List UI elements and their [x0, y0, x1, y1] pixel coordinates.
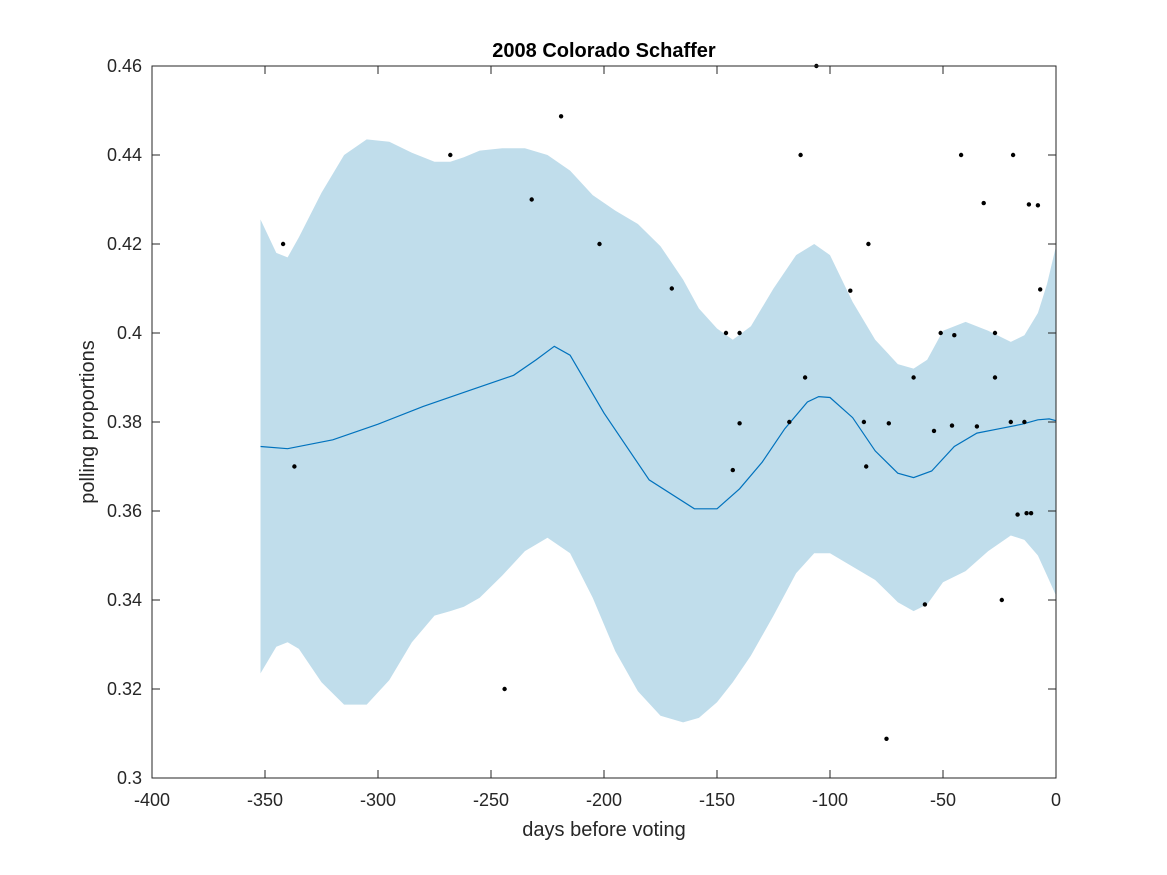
y-axis-label: polling proportions — [77, 340, 99, 503]
poll-point — [848, 288, 853, 293]
poll-point — [529, 197, 534, 202]
chart-title: 2008 Colorado Schaffer — [492, 40, 716, 62]
y-axis-ticks: 0.3 0.32 0.34 0.36 0.38 0.4 0.42 0.44 0.46 — [107, 56, 1056, 788]
poll-point — [787, 419, 792, 425]
poll-point — [922, 602, 928, 607]
poll-point — [864, 464, 869, 469]
poll-point — [1026, 202, 1032, 207]
x-tick-label: -50 — [930, 790, 956, 810]
poll-point — [992, 375, 998, 380]
poll-point — [798, 152, 803, 158]
y-tick-label: 0.46 — [107, 56, 142, 76]
x-axis-ticks: -400 -350 -300 -250 -200 -150 -100 -50 0 — [134, 66, 1061, 810]
poll-point — [911, 375, 916, 380]
poll-point — [502, 686, 507, 692]
poll-points — [280, 63, 1043, 741]
x-tick-label: -150 — [699, 790, 735, 810]
poll-point — [992, 330, 998, 336]
x-axis-label: days before voting — [522, 819, 685, 841]
poll-point — [1024, 511, 1029, 516]
poll-point — [280, 241, 286, 247]
poll-point — [448, 152, 453, 158]
poll-point — [999, 597, 1004, 603]
x-tick-label: 0 — [1051, 790, 1061, 810]
poll-point — [1022, 419, 1027, 425]
y-tick-label: 0.4 — [117, 323, 142, 343]
poll-point — [292, 464, 297, 469]
x-tick-label: -100 — [812, 790, 848, 810]
poll-point — [1015, 512, 1020, 517]
poll-point — [1008, 419, 1013, 425]
poll-point — [723, 330, 729, 336]
poll-point — [1010, 152, 1016, 158]
poll-point — [981, 200, 986, 206]
confidence-band — [260, 139, 1056, 723]
poll-point — [931, 428, 937, 434]
poll-point — [938, 330, 943, 336]
y-tick-label: 0.3 — [117, 768, 142, 788]
poll-point — [861, 419, 867, 425]
poll-point — [1038, 287, 1043, 292]
y-tick-label: 0.34 — [107, 590, 142, 610]
y-tick-label: 0.32 — [107, 679, 142, 699]
y-tick-label: 0.44 — [107, 145, 142, 165]
poll-point — [1035, 203, 1041, 208]
poll-point — [802, 375, 808, 380]
y-tick-label: 0.36 — [107, 501, 142, 521]
y-tick-label: 0.42 — [107, 234, 142, 254]
poll-point — [958, 152, 964, 158]
poll-point — [886, 421, 891, 426]
poll-point — [952, 333, 957, 338]
poll-point — [884, 736, 889, 741]
poll-point — [597, 241, 602, 247]
poll-point — [737, 421, 742, 426]
poll-point — [558, 114, 564, 119]
plot-area — [260, 63, 1057, 741]
y-tick-label: 0.38 — [107, 412, 142, 432]
poll-point — [974, 424, 980, 429]
x-tick-label: -250 — [473, 790, 509, 810]
mean-line — [260, 345, 1057, 510]
x-tick-label: -400 — [134, 790, 170, 810]
x-tick-label: -200 — [586, 790, 622, 810]
x-tick-label: -350 — [247, 790, 283, 810]
poll-point — [866, 241, 871, 247]
poll-point — [949, 423, 955, 428]
x-tick-label: -300 — [360, 790, 396, 810]
poll-point — [737, 330, 742, 336]
poll-point — [1028, 511, 1034, 516]
poll-point — [730, 467, 735, 473]
poll-point — [669, 286, 674, 291]
